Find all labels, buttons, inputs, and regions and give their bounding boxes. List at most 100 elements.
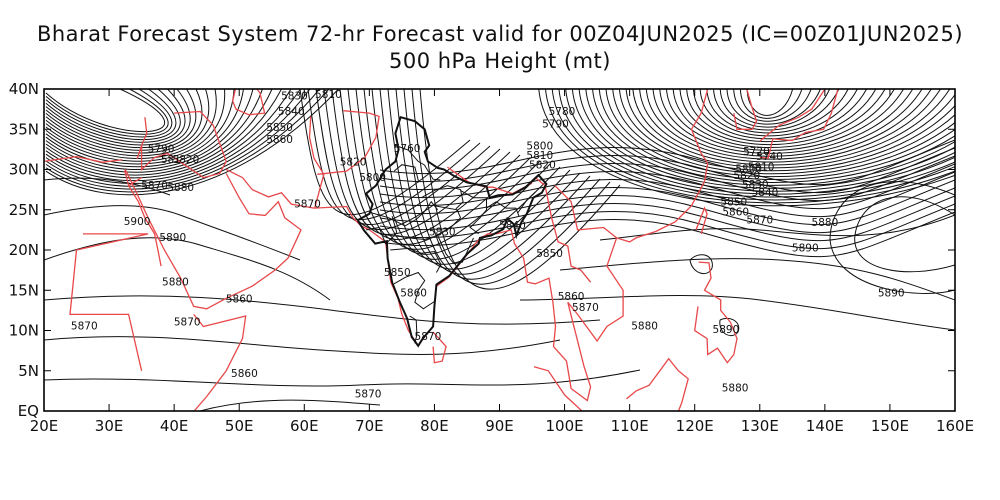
- contour-line: [379, 171, 955, 218]
- state-border: [395, 144, 426, 166]
- contour-line: [45, 89, 330, 193]
- x-tick-label: 70E: [355, 417, 384, 435]
- x-tick-label: 80E: [420, 417, 449, 435]
- contour-line: [665, 89, 905, 151]
- south-asia-coast: [369, 229, 557, 347]
- contour-label: 5850: [720, 197, 747, 209]
- contour-label: 5740: [756, 151, 783, 163]
- contour-line: [44, 237, 331, 301]
- contour-line: [45, 89, 217, 159]
- sri-lanka-coast: [432, 331, 447, 364]
- contour-line: [379, 163, 955, 210]
- contour-label: 5820: [173, 154, 200, 166]
- contour-line: [45, 89, 339, 196]
- contour-line: [45, 89, 169, 135]
- contour-line: [45, 89, 177, 141]
- indochina-borders: [534, 177, 592, 283]
- state-border: [390, 247, 442, 273]
- contour-line: [699, 89, 858, 137]
- contour-line: [379, 89, 571, 265]
- contour-line: [379, 195, 955, 242]
- contour-line: [599, 214, 955, 241]
- black-sea-coast: [89, 89, 91, 90]
- x-tick-label: 30E: [95, 417, 124, 435]
- state-border: [486, 201, 520, 217]
- contour-line: [612, 89, 955, 175]
- contour-label: 5800: [359, 172, 386, 184]
- contour-label: 5850: [384, 267, 411, 279]
- state-border: [460, 189, 487, 235]
- contour-label: 5890: [792, 243, 819, 255]
- contour-line: [571, 89, 955, 192]
- contour-line: [592, 89, 955, 183]
- state-border: [409, 315, 418, 344]
- contour-line: [339, 89, 521, 241]
- map-subtitle: 500 hPa Height (mt): [388, 49, 611, 73]
- x-tick-label: 100E: [546, 417, 584, 435]
- north-africa-coast: [44, 153, 123, 163]
- contour-label: 5850: [266, 122, 293, 134]
- contour-label: 5840: [278, 106, 305, 118]
- contour-line: [355, 89, 541, 250]
- contour-label: 5790: [542, 119, 569, 131]
- x-tick-label: 140E: [806, 417, 844, 435]
- contour-label: 5870: [415, 331, 442, 343]
- state-border: [424, 165, 441, 181]
- contour-line: [331, 89, 511, 235]
- contour-label: 5840: [499, 220, 526, 232]
- contour-line: [712, 89, 840, 131]
- contour-line: [733, 89, 812, 122]
- x-tick-label: 110E: [611, 417, 649, 435]
- contour-line: [45, 89, 235, 165]
- contour-line: [854, 196, 955, 273]
- contour-label: 5820: [340, 157, 367, 169]
- contour-line: [686, 89, 877, 143]
- india-boundary: [356, 115, 548, 348]
- contour-line: [45, 89, 165, 133]
- map-title: Bharat Forecast System 72-hr Forecast va…: [36, 22, 964, 46]
- contour-line: [45, 89, 209, 157]
- contour-line: [746, 89, 794, 116]
- contour-label: 5870: [141, 180, 168, 192]
- contour-label: 5810: [315, 89, 342, 101]
- contour-label: 5880: [631, 321, 658, 333]
- contour-label: 5860: [231, 368, 258, 380]
- contour-line: [45, 89, 186, 146]
- contour-line: [829, 181, 955, 294]
- contour-label: 581: [161, 154, 181, 166]
- contour-line: [578, 89, 955, 189]
- contour-line: [652, 89, 923, 157]
- state-border: [437, 235, 474, 265]
- contour-label: 5870: [174, 317, 201, 329]
- contour-line: [299, 89, 471, 216]
- contour-line: [44, 295, 601, 325]
- contour-line: [45, 89, 173, 138]
- afghan-pak-border: [317, 110, 380, 175]
- contour-line: [45, 89, 301, 184]
- contour-label: 5790: [148, 144, 175, 156]
- contour-line: [411, 89, 611, 285]
- x-tick-label: 150E: [871, 417, 909, 435]
- contour-label: 5860: [558, 291, 585, 303]
- contour-line: [387, 89, 581, 270]
- contour-line: [544, 89, 955, 204]
- contour-line: [559, 258, 955, 301]
- contour-line: [379, 187, 955, 234]
- x-tick-label: 20E: [30, 417, 59, 435]
- state-border: [393, 271, 435, 310]
- sumatra-coast: [533, 366, 583, 411]
- contour-label: 5880: [722, 383, 749, 395]
- y-tick-label: 35N: [9, 120, 39, 138]
- contour-label: 5870: [71, 321, 98, 333]
- x-tick-label: 130E: [741, 417, 779, 435]
- contour-line: [706, 89, 849, 134]
- taiwan-coast: [695, 206, 708, 235]
- levant-coast: [136, 117, 148, 160]
- contour-line: [551, 89, 955, 201]
- contour-line: [632, 89, 951, 166]
- japan-coast: [759, 89, 839, 159]
- height-contours: [44, 89, 955, 411]
- contour-line: [719, 89, 831, 128]
- contour-label: 5880: [167, 182, 194, 194]
- state-border: [366, 216, 398, 245]
